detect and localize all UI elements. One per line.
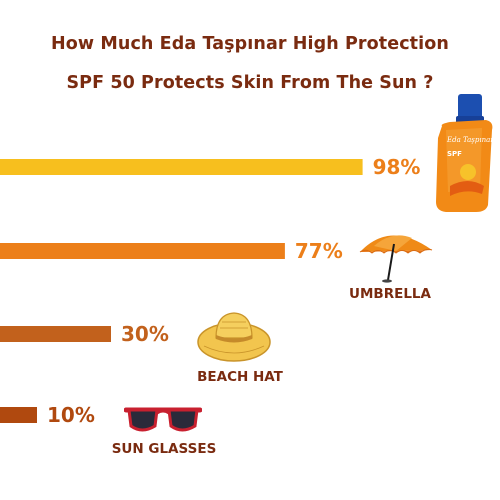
category-label-4: SUN GLASSES xyxy=(112,441,217,457)
bar-value-label-2: 77% xyxy=(295,239,343,263)
straw-hat-icon xyxy=(197,312,271,362)
bar-4 xyxy=(0,407,37,423)
sunglasses-icon xyxy=(124,407,202,432)
category-label-3: BEACH HAT xyxy=(197,369,284,385)
chart-subtitle: SPF 50 Protects Skin From The Sun ? xyxy=(66,73,434,93)
beach-umbrella-icon xyxy=(359,235,433,283)
bar-2 xyxy=(0,243,285,259)
bar-value-label-1: 98% xyxy=(373,155,421,179)
bar-1 xyxy=(0,159,363,175)
bottle-brand-text: Eda Taşpınar xyxy=(446,136,494,144)
chart-title: How Much Eda Taşpınar High Protection xyxy=(51,34,449,54)
sunscreen-bottle-icon: Eda Taşpınar SPF xyxy=(436,94,494,212)
bar-3 xyxy=(0,326,111,342)
bar-value-label-4: 10% xyxy=(47,403,95,427)
bar-value-label-3: 30% xyxy=(121,322,169,346)
category-label-2: UMBRELLA xyxy=(349,286,432,302)
bottle-spf-text: SPF xyxy=(447,150,462,158)
